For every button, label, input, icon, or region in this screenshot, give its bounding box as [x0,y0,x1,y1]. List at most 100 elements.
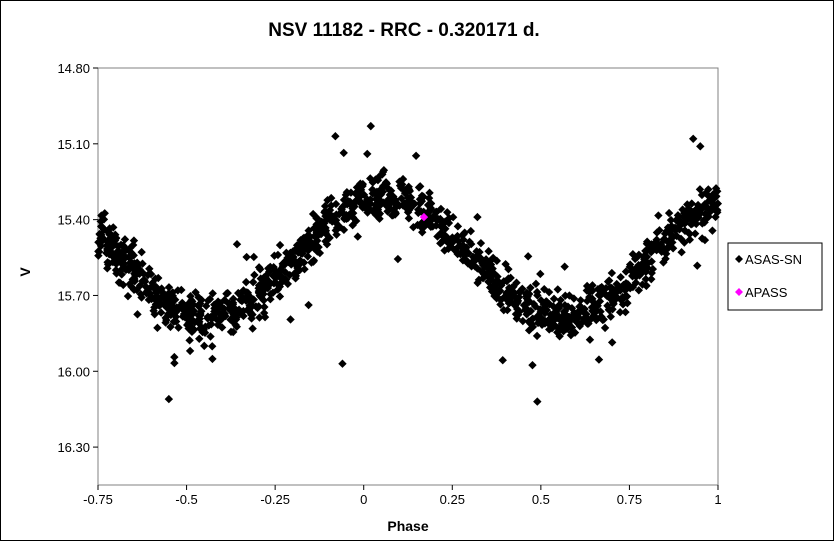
data-point-asas-sn [325,233,334,243]
data-point-apass [419,212,429,222]
data-point-asas-sn [197,323,207,332]
data-point-asas-sn [663,223,673,232]
data-point-asas-sn [544,315,553,325]
x-tick-label: 0.75 [617,492,642,507]
data-point-asas-sn [697,234,707,243]
data-point-asas-sn [105,250,114,259]
data-point-asas-sn [348,213,358,222]
data-point-asas-sn [511,309,521,319]
data-point-asas-sn [354,190,363,199]
data-point-asas-sn [195,299,205,308]
data-point-asas-sn [425,188,434,198]
data-point-asas-sn [393,254,403,264]
data-point-asas-sn [436,204,446,214]
data-point-asas-sn [673,211,683,220]
data-point-asas-sn [414,183,424,192]
data-point-asas-sn [559,327,568,336]
data-point-asas-sn [594,355,604,364]
data-point-asas-sn [647,240,656,249]
data-point-asas-sn [454,236,463,246]
data-point-asas-sn [583,319,592,328]
data-point-asas-sn [684,207,694,217]
data-point-asas-sn [438,223,447,232]
data-point-asas-sn [210,300,219,309]
data-point-asas-sn [156,293,166,302]
legend-marker-apass [735,288,743,296]
data-point-asas-sn [661,254,670,263]
data-point-asas-sn [588,294,597,304]
data-point-asas-sn [521,305,530,315]
data-point-asas-sn [512,314,521,323]
data-point-asas-sn [262,271,271,280]
data-point-asas-sn [164,394,174,404]
data-point-asas-sn [562,324,572,334]
data-point-asas-sn [220,295,229,305]
data-point-asas-sn [366,174,375,183]
data-point-asas-sn [269,279,279,288]
data-point-asas-sn [250,270,259,280]
data-point-asas-sn [533,312,543,321]
data-point-asas-sn [575,321,585,331]
data-point-asas-sn [160,294,170,304]
data-point-asas-sn [436,239,445,248]
data-point-asas-sn [710,203,719,213]
data-point-asas-sn [711,184,721,193]
data-point-asas-sn [138,259,147,268]
data-point-asas-sn [539,299,549,309]
data-point-asas-sn [283,279,293,289]
data-point-asas-sn [426,199,436,208]
data-point-asas-sn [385,190,395,200]
x-tick-label: 0.5 [532,492,550,507]
data-point-asas-sn [119,252,129,261]
data-point-asas-sn [375,214,384,223]
data-point-asas-sn [363,149,372,159]
data-point-asas-sn [185,298,194,308]
data-point-asas-sn [96,237,106,247]
data-point-asas-sn [473,212,482,222]
data-point-asas-sn [205,294,215,304]
data-point-asas-sn [306,242,315,251]
data-point-asas-sn [610,285,619,295]
data-point-asas-sn [565,291,574,300]
data-point-asas-sn [286,315,295,324]
data-point-asas-sn [106,233,116,242]
data-point-asas-sn [145,289,155,298]
data-point-asas-sn [611,294,621,304]
data-point-asas-sn [425,213,434,222]
data-point-asas-sn [689,134,698,143]
data-point-asas-sn [144,295,154,305]
data-point-asas-sn [338,202,347,211]
data-point-asas-sn [526,283,535,293]
data-point-asas-sn [406,193,416,202]
data-point-asas-sn [99,234,109,244]
data-point-asas-sn [514,292,524,302]
data-point-asas-sn [700,235,710,245]
data-point-asas-sn [260,312,270,322]
data-point-asas-sn [677,248,686,257]
data-point-asas-sn [321,237,330,246]
data-point-asas-sn [227,299,236,309]
data-point-asas-sn [266,294,275,304]
data-point-asas-sn [661,249,671,258]
data-point-asas-sn [523,252,533,261]
data-point-asas-sn [169,317,178,326]
data-point-asas-sn [648,244,658,253]
data-point-asas-sn [210,309,219,319]
data-point-asas-sn [426,222,435,231]
x-tick-label: 0.25 [440,492,465,507]
legend-label-asas-sn: ASAS-SN [745,252,802,267]
data-point-asas-sn [310,232,319,241]
data-point-asas-sn [187,295,196,305]
data-point-asas-sn [180,303,190,313]
data-point-asas-sn [676,220,685,230]
data-point-asas-sn [566,330,576,340]
data-point-asas-sn [185,336,194,345]
data-point-asas-sn [322,240,332,249]
data-point-asas-sn [592,315,601,325]
data-point-asas-sn [107,242,117,252]
data-point-asas-sn [135,281,145,290]
data-point-asas-sn [537,320,547,330]
data-point-asas-sn [540,308,550,318]
data-point-asas-sn [582,309,591,319]
data-point-asas-sn [618,292,627,302]
